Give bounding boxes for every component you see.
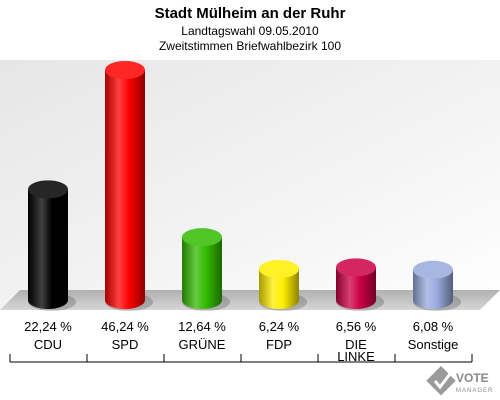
category-label-spd: SPD: [112, 337, 139, 352]
value-label-die-linke: 6,56 %: [336, 319, 377, 334]
logo-subtext: MANAGER: [456, 388, 493, 394]
value-label-cdu: 22,24 %: [24, 319, 72, 334]
bar-grüne: [182, 237, 222, 309]
labels-group: 22,24 % CDU 46,24 % SPD 12,64 % GRÜNE 6,24 % FD…: [9, 319, 473, 364]
bar-die-linke: [336, 267, 376, 309]
chart-title: Stadt Mülheim an der Ruhr: [155, 5, 346, 22]
bar-top-cdu: [28, 180, 68, 199]
category-label-sonstige: Sonstige: [408, 337, 459, 352]
category-label-grüne: GRÜNE: [179, 337, 226, 352]
category-label-cdu: CDU: [34, 337, 62, 352]
value-label-spd: 46,24 %: [101, 319, 149, 334]
bar-sonstige: [413, 269, 453, 309]
category-label-fdp: FDP: [266, 337, 292, 352]
category-label-die-linke: DIE LINKE: [337, 337, 375, 364]
chart-subtitle-district: Zweitstimmen Briefwahlbezirk 100: [159, 39, 341, 53]
bar-fdp: [259, 268, 299, 309]
bar-top-die-linke: [336, 258, 376, 277]
check-mark-icon: [426, 366, 456, 396]
value-label-sonstige: 6,08 %: [413, 319, 454, 334]
bars-group: [28, 61, 461, 311]
bar-top-sonstige: [413, 260, 453, 279]
bar-top-fdp: [259, 259, 299, 278]
bar-top-spd: [105, 61, 145, 79]
logo-text: VOTE: [456, 371, 489, 385]
chart-subtitle-date: Landtagswahl 09.05.2010: [181, 24, 319, 38]
value-label-fdp: 6,24 %: [259, 319, 300, 334]
bar-cdu: [28, 189, 68, 309]
value-label-grüne: 12,64 %: [178, 319, 226, 334]
votemanager-logo: VOTE MANAGER: [426, 366, 493, 396]
bar-top-grüne: [182, 228, 222, 247]
bar-spd: [105, 70, 145, 309]
